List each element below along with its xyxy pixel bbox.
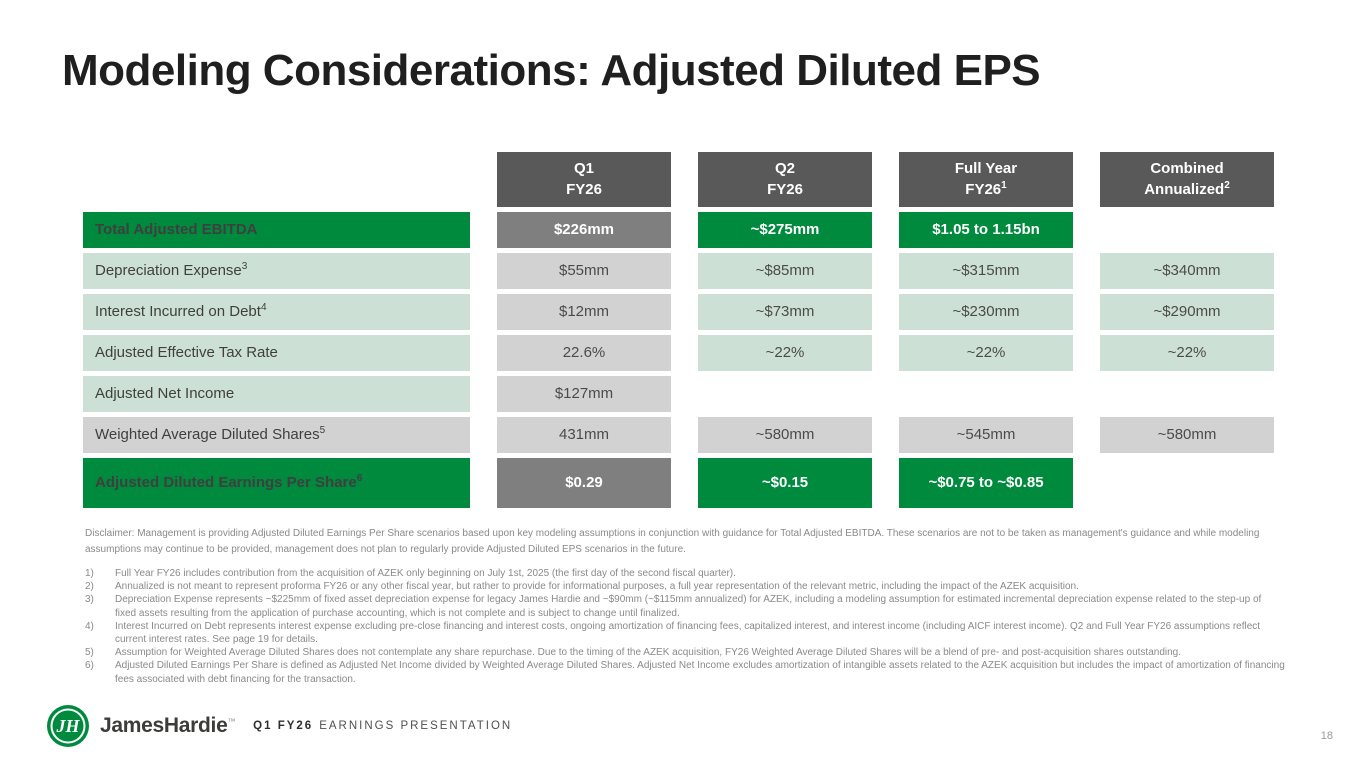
footnote-item-2: 2) Annualized is not meant to represent … [85, 580, 1285, 593]
column-header-line1: Q1 [573, 160, 594, 178]
column-header-full-year-fy26: Full Year FY261 [899, 152, 1073, 207]
row-label-weighted-average-diluted-shares: Weighted Average Diluted Shares5 [83, 417, 470, 453]
table-cell-shares-q1: 431mm [497, 417, 671, 453]
table-corner-empty [83, 152, 470, 207]
row-label-adjusted-diluted-eps: Adjusted Diluted Earnings Per Share6 [83, 458, 470, 508]
trademark-symbol: ™ [227, 717, 236, 726]
footnote-text: Full Year FY26 includes contribution fro… [115, 568, 736, 579]
table-cell-net-income-q1: $127mm [497, 376, 671, 412]
row-label-adjusted-effective-tax-rate: Adjusted Effective Tax Rate [83, 335, 470, 371]
footnote-text: Interest Incurred on Debt represents int… [115, 620, 1261, 645]
table-cell-ebitda-q2: ~$275mm [698, 212, 872, 248]
table-cell-ebitda-full-year: $1.05 to 1.15bn [899, 212, 1073, 248]
brand-name: JamesHardie™ [100, 714, 236, 737]
column-header-q2-fy26: Q2 FY26 [698, 152, 872, 207]
footer: JH JamesHardie™ Q1 FY26 EARNINGS PRESENTA… [46, 704, 512, 748]
column-header-line2: FY26 [566, 180, 602, 198]
table-cell-eps-full-year: ~$0.75 to ~$0.85 [899, 458, 1073, 508]
table-cell-interest-full-year: ~$230mm [899, 294, 1073, 330]
column-header-line2: Annualized2 [1144, 179, 1230, 198]
presentation-label: EARNINGS PRESENTATION [319, 720, 513, 732]
footnote-text: Depreciation Expense represents ~$225mm … [115, 594, 1262, 619]
table-cell-ebitda-q1: $226mm [497, 212, 671, 248]
disclaimer-text: Disclaimer: Management is providing Adju… [85, 528, 1260, 555]
table-cell-tax-rate-q2: ~22% [698, 335, 872, 371]
footnotes-list: 1) Full Year FY26 includes contribution … [85, 567, 1285, 686]
column-header-line1: Combined [1150, 160, 1224, 178]
presentation-quarter: Q1 FY26 [253, 720, 314, 732]
page-number: 18 [1320, 730, 1333, 742]
column-header-line1: Q2 [774, 160, 795, 178]
footnote-number: 2) [85, 581, 94, 593]
table-cell-interest-q2: ~$73mm [698, 294, 872, 330]
column-header-line2: FY261 [965, 179, 1007, 198]
footnote-item-3: 3) Depreciation Expense represents ~$225… [85, 593, 1285, 619]
table-cell-net-income-combined [1100, 376, 1274, 412]
table-cell-depreciation-q1: $55mm [497, 253, 671, 289]
footnote-item-1: 1) Full Year FY26 includes contribution … [85, 567, 1285, 580]
footnote-number: 6) [85, 660, 94, 672]
footnote-item-6: 6) Adjusted Diluted Earnings Per Share i… [85, 659, 1285, 685]
table-cell-net-income-q2 [698, 376, 872, 412]
row-label-total-adjusted-ebitda: Total Adjusted EBITDA [83, 212, 470, 248]
table-cell-eps-q2: ~$0.15 [698, 458, 872, 508]
footnote-text: Annualized is not meant to represent pro… [115, 581, 1079, 593]
table-cell-shares-full-year: ~545mm [899, 417, 1073, 453]
column-header-line1: Full Year [954, 160, 1018, 178]
footnote-number: 3) [85, 594, 94, 606]
row-label-interest-incurred-on-debt: Interest Incurred on Debt4 [83, 294, 470, 330]
footnote-item-4: 4) Interest Incurred on Debt represents … [85, 620, 1285, 646]
modeling-table: Q1 FY26 Q2 FY26 Full Year FY261 Combined… [83, 152, 1274, 508]
row-label-adjusted-net-income: Adjusted Net Income [83, 376, 470, 412]
table-cell-eps-combined [1100, 458, 1274, 508]
table-cell-interest-combined: ~$290mm [1100, 294, 1274, 330]
table-cell-ebitda-combined [1100, 212, 1274, 248]
footnote-number: 4) [85, 620, 94, 632]
footnote-number: 5) [85, 647, 94, 659]
table-cell-shares-q2: ~580mm [698, 417, 872, 453]
svg-text:JH: JH [55, 716, 80, 736]
table-cell-eps-q1: $0.29 [497, 458, 671, 508]
footnote-text: Assumption for Weighted Average Diluted … [115, 647, 1182, 659]
column-header-q1-fy26: Q1 FY26 [497, 152, 671, 207]
row-label-depreciation-expense: Depreciation Expense3 [83, 253, 470, 289]
table-cell-net-income-full-year [899, 376, 1073, 412]
presentation-subtitle: Q1 FY26 EARNINGS PRESENTATION [253, 720, 512, 732]
table-cell-shares-combined: ~580mm [1100, 417, 1274, 453]
table-cell-depreciation-q2: ~$85mm [698, 253, 872, 289]
table-cell-depreciation-combined: ~$340mm [1100, 253, 1274, 289]
table-cell-tax-rate-combined: ~22% [1100, 335, 1274, 371]
footnote-number: 1) [85, 568, 94, 579]
table-cell-tax-rate-q1: 22.6% [497, 335, 671, 371]
table-cell-interest-q1: $12mm [497, 294, 671, 330]
column-header-line2: FY26 [767, 180, 803, 198]
column-header-combined-annualized: Combined Annualized2 [1100, 152, 1274, 207]
footnote-item-5: 5) Assumption for Weighted Average Dilut… [85, 646, 1285, 659]
table-cell-tax-rate-full-year: ~22% [899, 335, 1073, 371]
page-title: Modeling Considerations: Adjusted Dilute… [62, 46, 1041, 95]
table-cell-depreciation-full-year: ~$315mm [899, 253, 1073, 289]
footnote-text: Adjusted Diluted Earnings Per Share is d… [115, 660, 1285, 685]
james-hardie-logo-icon: JH [47, 705, 89, 747]
